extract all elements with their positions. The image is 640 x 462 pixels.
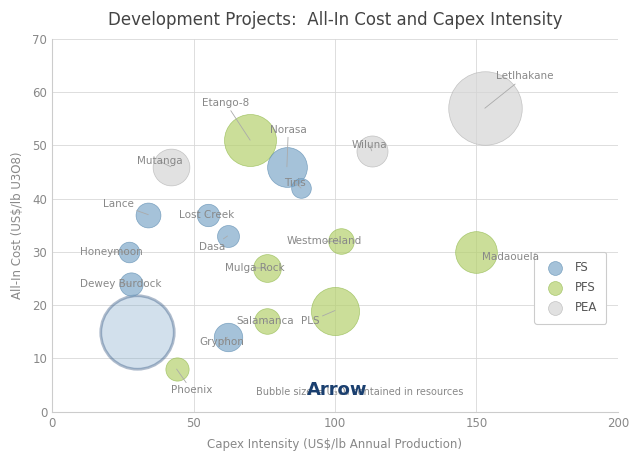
Text: Mutanga: Mutanga xyxy=(137,157,182,167)
Point xyxy=(222,232,232,240)
Text: Mulga Rock: Mulga Rock xyxy=(225,263,284,273)
Point xyxy=(367,147,377,154)
Text: Dewey Burdock: Dewey Burdock xyxy=(81,279,162,289)
Point xyxy=(262,264,272,272)
Point xyxy=(245,136,255,144)
Point xyxy=(124,248,134,255)
Point xyxy=(222,334,232,341)
Text: Etango-8: Etango-8 xyxy=(202,98,250,140)
Point xyxy=(262,317,272,325)
Text: Lost Creek: Lost Creek xyxy=(179,210,235,220)
Text: Madaouela: Madaouela xyxy=(482,252,539,262)
Point xyxy=(282,163,292,170)
Text: PLS: PLS xyxy=(301,310,335,326)
Point xyxy=(132,328,142,335)
Point xyxy=(335,237,346,245)
Text: Letlhakane: Letlhakane xyxy=(485,71,554,108)
Text: Westmoreland: Westmoreland xyxy=(287,237,362,246)
Text: Norasa: Norasa xyxy=(270,125,307,167)
Point xyxy=(126,280,136,288)
Text: Wiluna: Wiluna xyxy=(352,140,388,151)
Point xyxy=(330,307,340,314)
Text: Honeymoon: Honeymoon xyxy=(81,247,143,257)
Text: Tiris: Tiris xyxy=(284,178,306,188)
Title: Development Projects:  All-In Cost and Capex Intensity: Development Projects: All-In Cost and Ca… xyxy=(108,11,562,29)
Legend: FS, PFS, PEA: FS, PFS, PEA xyxy=(534,252,606,324)
Point xyxy=(143,211,154,219)
Point xyxy=(166,163,176,170)
Point xyxy=(296,184,306,192)
Y-axis label: All-In Cost (US$/lb U3O8): All-In Cost (US$/lb U3O8) xyxy=(11,152,24,299)
X-axis label: Capex Intensity (US$/lb Annual Production): Capex Intensity (US$/lb Annual Productio… xyxy=(207,438,463,451)
Point xyxy=(203,211,213,219)
Text: Lance: Lance xyxy=(103,199,148,215)
Text: Bubble size = U₃O₈ contained in resources: Bubble size = U₃O₈ contained in resource… xyxy=(256,387,463,397)
Text: Phoenix: Phoenix xyxy=(171,369,212,395)
Text: Dasa: Dasa xyxy=(199,236,227,252)
Point xyxy=(480,104,490,112)
Text: Salamanca: Salamanca xyxy=(236,316,294,326)
Point xyxy=(471,248,481,255)
Text: Arrow: Arrow xyxy=(307,382,367,399)
Text: Gryphon: Gryphon xyxy=(199,337,244,347)
Point xyxy=(172,365,182,373)
